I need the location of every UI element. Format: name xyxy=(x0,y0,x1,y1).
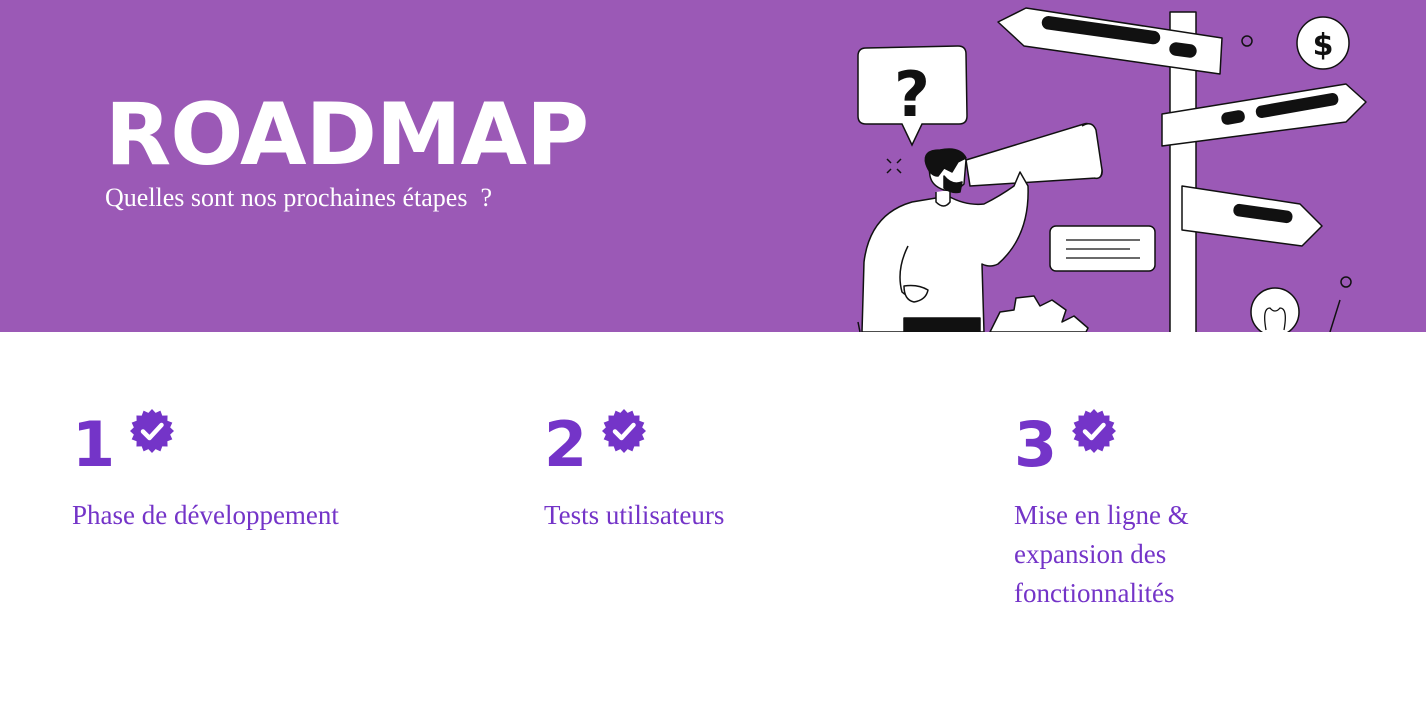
roadmap-step-3: 3 Mise en ligne & expansion des fonction… xyxy=(1014,408,1254,608)
verified-badge-icon xyxy=(602,409,647,453)
spark-line-icon xyxy=(1329,299,1341,332)
verified-badge-icon xyxy=(1072,409,1117,453)
roadmap-step-1: 1 Phase de développement xyxy=(72,408,492,530)
check-mark xyxy=(140,422,164,441)
check-mark xyxy=(612,422,636,441)
verified-badge-icon xyxy=(130,409,175,453)
step-number: 1 xyxy=(72,408,116,481)
lightbulb-icon xyxy=(1250,287,1300,332)
badge-seal xyxy=(602,409,647,453)
roadmap-illustration: ? $ xyxy=(857,7,1367,332)
step-label: Mise en ligne & expansion des fonctionna… xyxy=(1014,500,1189,608)
gear-icon xyxy=(989,295,1089,332)
badge-seal xyxy=(1072,409,1117,453)
sparkle-icon xyxy=(886,158,902,174)
question-mark: ? xyxy=(894,58,930,131)
roadmap-step-2: 2 Tests utilisateurs xyxy=(544,408,964,530)
small-circle-icon xyxy=(1241,35,1253,47)
dollar-sign: $ xyxy=(1313,28,1334,63)
page-subtitle: Quelles sont nos prochaines étapes ? xyxy=(105,183,493,212)
step-label: Tests utilisateurs xyxy=(544,500,725,530)
person-telescope-icon xyxy=(857,122,1103,332)
page-title: ROADMAP xyxy=(105,85,589,185)
signpost-icon xyxy=(997,7,1367,332)
dollar-coin-icon: $ xyxy=(1296,16,1350,70)
step-number: 3 xyxy=(1014,408,1058,481)
check-mark xyxy=(1082,422,1106,441)
badge-seal xyxy=(130,409,175,453)
small-circle-icon xyxy=(1340,276,1352,288)
note-card-icon xyxy=(1049,225,1156,272)
question-bubble-icon: ? xyxy=(857,45,968,147)
step-number: 2 xyxy=(544,408,588,481)
step-label: Phase de développement xyxy=(72,500,339,530)
header-banner: ROADMAP Quelles sont nos prochaines étap… xyxy=(0,0,1426,332)
